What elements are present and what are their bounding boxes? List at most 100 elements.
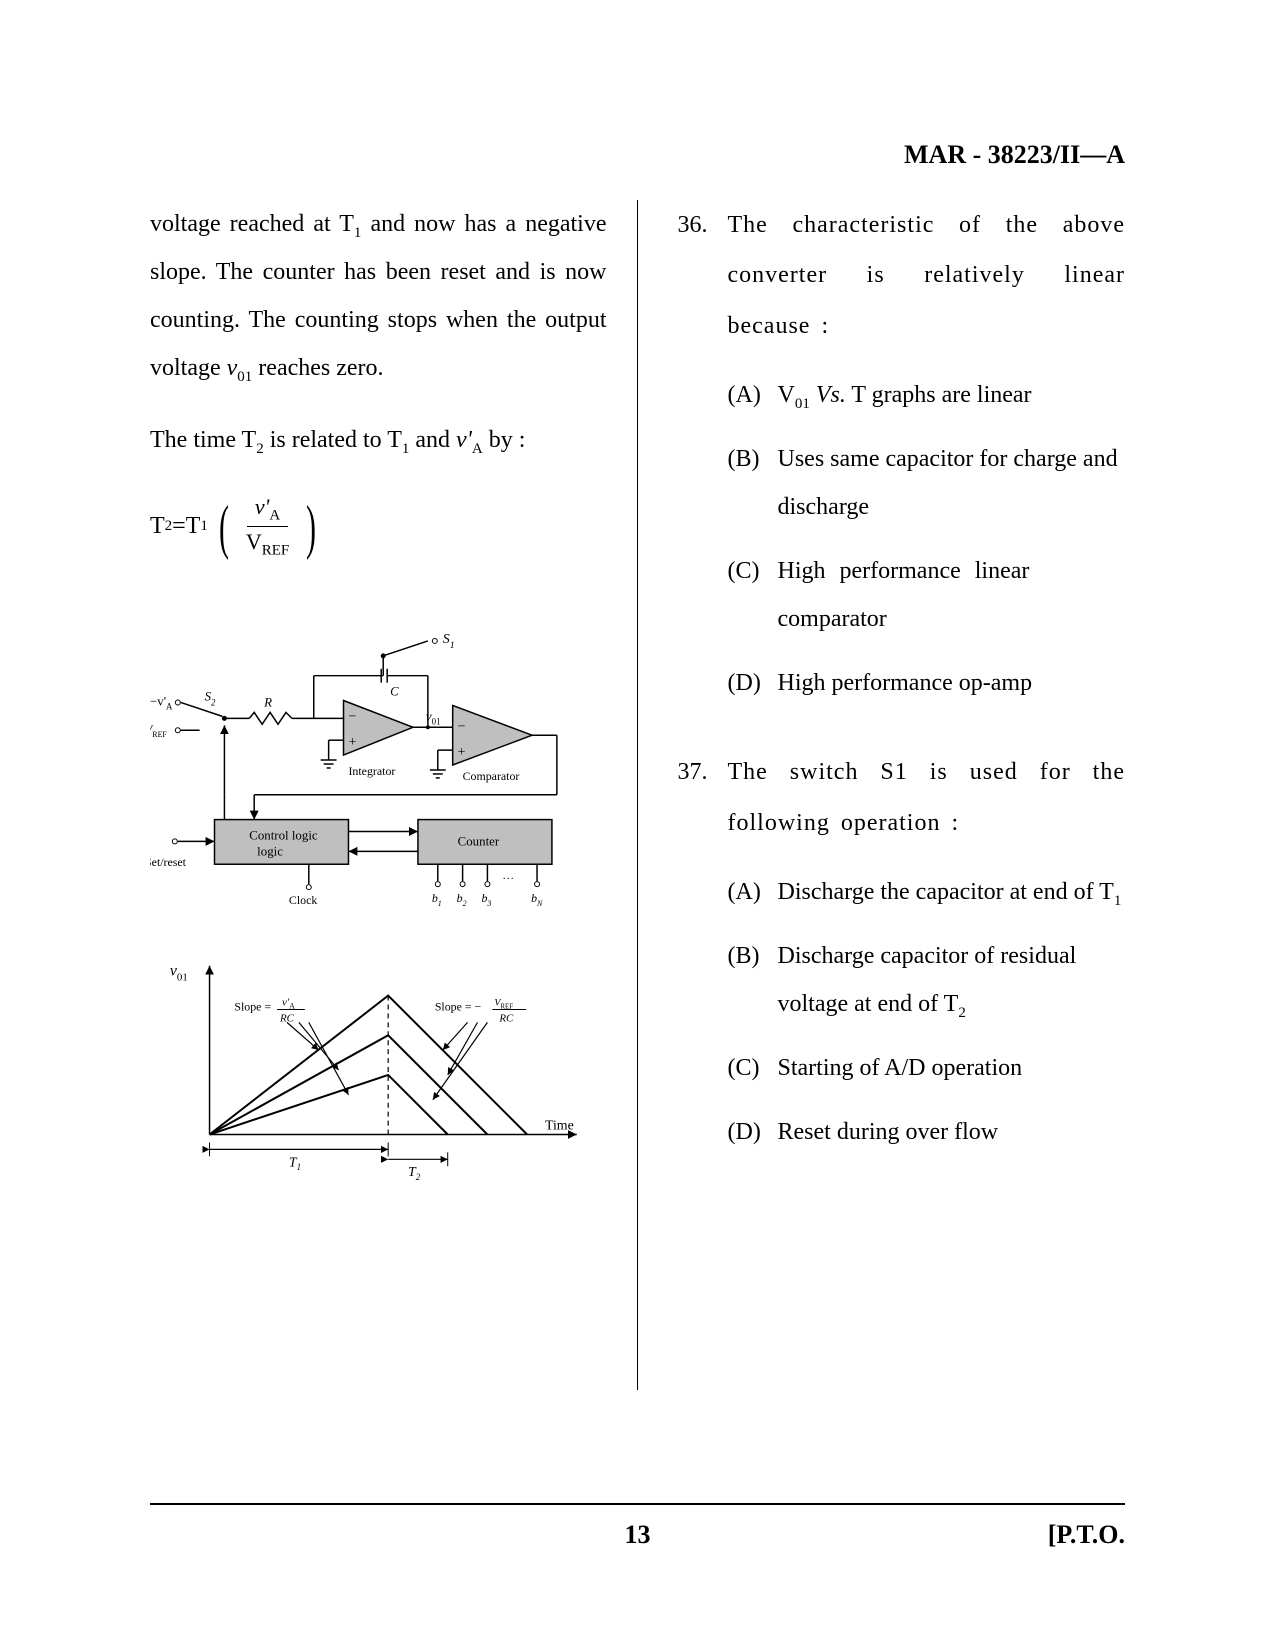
svg-text:…: … bbox=[502, 868, 514, 882]
svg-text:Counter: Counter bbox=[458, 834, 500, 848]
main-content: voltage reached at T1 and now has a nega… bbox=[150, 200, 1125, 1390]
svg-text:b3: b3 bbox=[481, 891, 491, 908]
question-36: 36. The characteristic of the above conv… bbox=[678, 200, 1126, 351]
svg-text:VREF: VREF bbox=[494, 997, 513, 1010]
q36-option-d: (D) High performance op-amp bbox=[728, 659, 1126, 707]
f-T2s: 2 bbox=[165, 518, 173, 535]
a-rest: T graphs are linear bbox=[846, 382, 1032, 408]
formula-fraction: v'A VREF bbox=[238, 494, 297, 560]
svg-text:Control logic: Control logic bbox=[249, 828, 318, 842]
q37-option-b: (B) Discharge capacitor of residual volt… bbox=[728, 932, 1126, 1028]
right-column: 36. The characteristic of the above conv… bbox=[638, 200, 1126, 1390]
svg-text:Integrator: Integrator bbox=[348, 764, 395, 778]
a-v: V bbox=[778, 382, 795, 408]
svg-text:v01: v01 bbox=[170, 963, 188, 984]
formula-t2: T2 = T1 ( v'A VREF ) bbox=[150, 494, 607, 560]
q37-text: The switch S1 is used for the following … bbox=[728, 747, 1126, 848]
svg-text:Comparator: Comparator bbox=[463, 769, 520, 783]
lparen: ( bbox=[219, 503, 229, 551]
svg-text:−: − bbox=[348, 709, 356, 724]
f-T1s: 1 bbox=[200, 518, 208, 535]
bottom-rule bbox=[150, 1503, 1125, 1505]
opt-text: Discharge capacitor of residual voltage … bbox=[778, 932, 1126, 1028]
opt-label: (A) bbox=[728, 868, 778, 916]
svg-text:b1: b1 bbox=[432, 891, 442, 908]
svg-text:S1: S1 bbox=[443, 632, 455, 651]
svg-text:C: C bbox=[390, 684, 399, 698]
p1-end: reaches zero. bbox=[252, 355, 383, 381]
opt-text: High performance linear comparator bbox=[778, 547, 1126, 643]
svg-text:T2: T2 bbox=[408, 1165, 421, 1182]
svg-text:+: + bbox=[458, 745, 466, 760]
f-den-s: REF bbox=[262, 543, 290, 559]
svg-text:b2: b2 bbox=[457, 891, 467, 908]
opt-label: (B) bbox=[728, 435, 778, 531]
p1-v: v bbox=[227, 355, 238, 381]
p2-s2: 2 bbox=[256, 441, 264, 457]
pto-marker: [P.T.O. bbox=[1048, 1520, 1125, 1550]
a-vsub: 01 bbox=[795, 396, 810, 412]
svg-text:logic: logic bbox=[257, 844, 283, 858]
rparen: ) bbox=[306, 503, 316, 551]
svg-text:Clock: Clock bbox=[289, 893, 317, 907]
svg-text:−v'A: −v'A bbox=[150, 694, 173, 711]
svg-text:Slope =: Slope = bbox=[234, 999, 271, 1013]
exam-code-header: MAR - 38223/II—A bbox=[904, 140, 1125, 170]
svg-text:−: − bbox=[458, 719, 466, 734]
opt-text: Starting of A/D operation bbox=[778, 1044, 1126, 1092]
svg-text:Time: Time bbox=[545, 1118, 574, 1133]
opt-label: (D) bbox=[728, 1108, 778, 1156]
p2-b: is related to T bbox=[264, 427, 402, 453]
q36-text: The characteristic of the above converte… bbox=[728, 200, 1126, 351]
opt-text: Discharge the capacitor at end of T1 bbox=[778, 868, 1126, 916]
svg-text:bN: bN bbox=[531, 891, 543, 908]
q36-option-b: (B) Uses same capacitor for charge and d… bbox=[728, 435, 1126, 531]
opt-label: (C) bbox=[728, 547, 778, 643]
q36-option-c: (C) High performance linear comparator bbox=[728, 547, 1126, 643]
svg-text:RC: RC bbox=[498, 1012, 514, 1024]
opt-text: High performance op-amp bbox=[778, 659, 1126, 707]
b-pre: Discharge capacitor of residual voltage … bbox=[778, 943, 1077, 1017]
svg-text:Set/reset: Set/reset bbox=[150, 855, 187, 869]
q37-number: 37. bbox=[678, 747, 728, 848]
p2-vA: A bbox=[472, 441, 483, 457]
q36-number: 36. bbox=[678, 200, 728, 351]
f-den: VREF bbox=[238, 527, 297, 559]
paragraph-1: voltage reached at T1 and now has a nega… bbox=[150, 200, 607, 392]
opt-label: (B) bbox=[728, 932, 778, 1028]
opt-label: (A) bbox=[728, 371, 778, 419]
f-num-s: A bbox=[269, 507, 280, 523]
paragraph-2: The time T2 is related to T1 and v'A by … bbox=[150, 416, 607, 464]
svg-text:R: R bbox=[263, 695, 272, 709]
q37-option-d: (D) Reset during over flow bbox=[728, 1108, 1126, 1156]
p2-vprime: v' bbox=[456, 427, 472, 453]
q37-option-c: (C) Starting of A/D operation bbox=[728, 1044, 1126, 1092]
a-pre: Discharge the capacitor at end of T bbox=[778, 879, 1114, 905]
question-37: 37. The switch S1 is used for the follow… bbox=[678, 747, 1126, 848]
f-T1: T bbox=[186, 513, 201, 540]
svg-text:S2: S2 bbox=[205, 689, 216, 707]
b-sub: 2 bbox=[958, 1005, 966, 1021]
a-vs: Vs. bbox=[810, 382, 846, 408]
p1-text-a: voltage reached at T bbox=[150, 211, 354, 237]
f-num-v: v' bbox=[255, 494, 269, 519]
circuit-diagram: S1 C −v'A VREF S2 R bbox=[150, 620, 607, 910]
f-eq: = bbox=[172, 513, 186, 540]
svg-text:+: + bbox=[348, 735, 356, 750]
svg-text:v'A: v'A bbox=[282, 996, 295, 1010]
q37-option-a: (A) Discharge the capacitor at end of T1 bbox=[728, 868, 1126, 916]
opt-text: V01 Vs. T graphs are linear bbox=[778, 371, 1126, 419]
a-sub: 1 bbox=[1114, 893, 1122, 909]
svg-text:Slope = −: Slope = − bbox=[435, 999, 482, 1013]
f-T2: T bbox=[150, 513, 165, 540]
p2-d: by : bbox=[483, 427, 526, 453]
svg-text:VREF: VREF bbox=[150, 722, 167, 739]
p1-vsub: 01 bbox=[237, 369, 252, 385]
opt-label: (C) bbox=[728, 1044, 778, 1092]
timing-graph: v01 Time Slope = v'A RC Slope = − VREF bbox=[150, 955, 607, 1185]
left-column: voltage reached at T1 and now has a nega… bbox=[150, 200, 638, 1390]
f-num: v'A bbox=[247, 494, 288, 527]
opt-text: Reset during over flow bbox=[778, 1108, 1126, 1156]
p2-c: and bbox=[409, 427, 456, 453]
svg-text:T1: T1 bbox=[289, 1155, 301, 1172]
